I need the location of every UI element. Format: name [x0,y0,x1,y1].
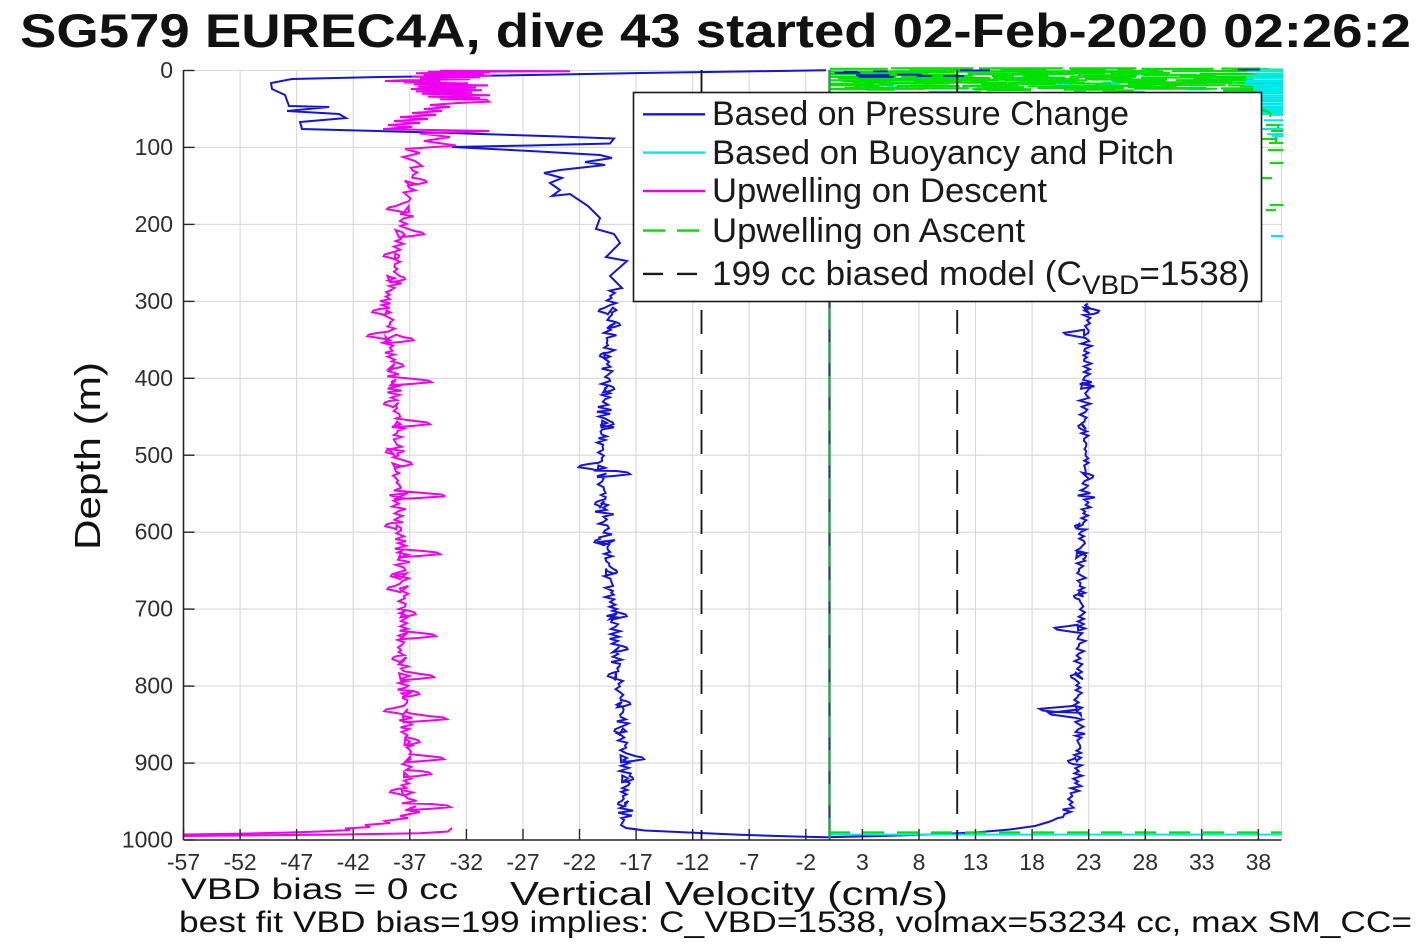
svg-text:700: 700 [135,596,173,622]
svg-text:best fit VBD bias=199 implies:: best fit VBD bias=199 implies: C_VBD=153… [179,906,1412,939]
svg-text:-37: -37 [393,849,426,875]
svg-text:-7: -7 [739,849,759,875]
svg-text:600: 600 [135,519,173,545]
svg-text:300: 300 [135,288,173,314]
svg-text:-47: -47 [280,849,313,875]
svg-text:SG579 EUREC4A, dive 43 started: SG579 EUREC4A, dive 43 started 02-Feb-20… [20,4,1411,57]
svg-text:-12: -12 [676,849,709,875]
svg-text:18: 18 [1019,849,1045,875]
svg-text:3: 3 [856,849,869,875]
svg-text:-17: -17 [619,849,652,875]
svg-text:28: 28 [1133,849,1159,875]
svg-text:Upwelling on Ascent: Upwelling on Ascent [712,212,1026,250]
svg-text:200: 200 [135,211,173,237]
svg-text:-2: -2 [796,849,816,875]
svg-text:-57: -57 [167,849,200,875]
svg-text:38: 38 [1246,849,1272,875]
svg-text:-32: -32 [450,849,483,875]
svg-text:-52: -52 [223,849,256,875]
svg-text:8: 8 [913,849,926,875]
svg-text:1000: 1000 [122,827,173,853]
svg-text:Depth (m): Depth (m) [67,362,108,550]
svg-text:Vertical Velocity (cm/s): Vertical Velocity (cm/s) [510,875,948,912]
svg-text:33: 33 [1189,849,1215,875]
svg-text:400: 400 [135,365,173,391]
svg-text:0: 0 [160,57,173,83]
svg-text:Based on Pressure Change: Based on Pressure Change [712,95,1129,133]
svg-text:13: 13 [963,849,989,875]
svg-text:500: 500 [135,442,173,468]
svg-text:Upwelling on Descent: Upwelling on Descent [712,172,1048,210]
svg-text:900: 900 [135,750,173,776]
svg-text:-27: -27 [506,849,539,875]
svg-text:VBD bias = 0 cc: VBD bias = 0 cc [181,873,458,906]
svg-text:800: 800 [135,673,173,699]
svg-text:100: 100 [135,134,173,160]
svg-text:23: 23 [1076,849,1102,875]
svg-text:-42: -42 [337,849,370,875]
svg-text:-22: -22 [563,849,596,875]
svg-text:Based on Buoyancy and Pitch: Based on Buoyancy and Pitch [712,134,1174,172]
